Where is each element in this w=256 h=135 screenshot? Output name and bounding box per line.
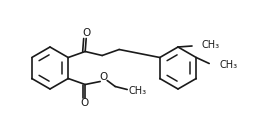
Text: O: O [99, 72, 107, 82]
Text: CH₃: CH₃ [202, 40, 220, 50]
Text: O: O [82, 28, 90, 38]
Text: CH₃: CH₃ [128, 85, 146, 95]
Text: O: O [80, 98, 88, 108]
Text: CH₃: CH₃ [219, 60, 237, 70]
